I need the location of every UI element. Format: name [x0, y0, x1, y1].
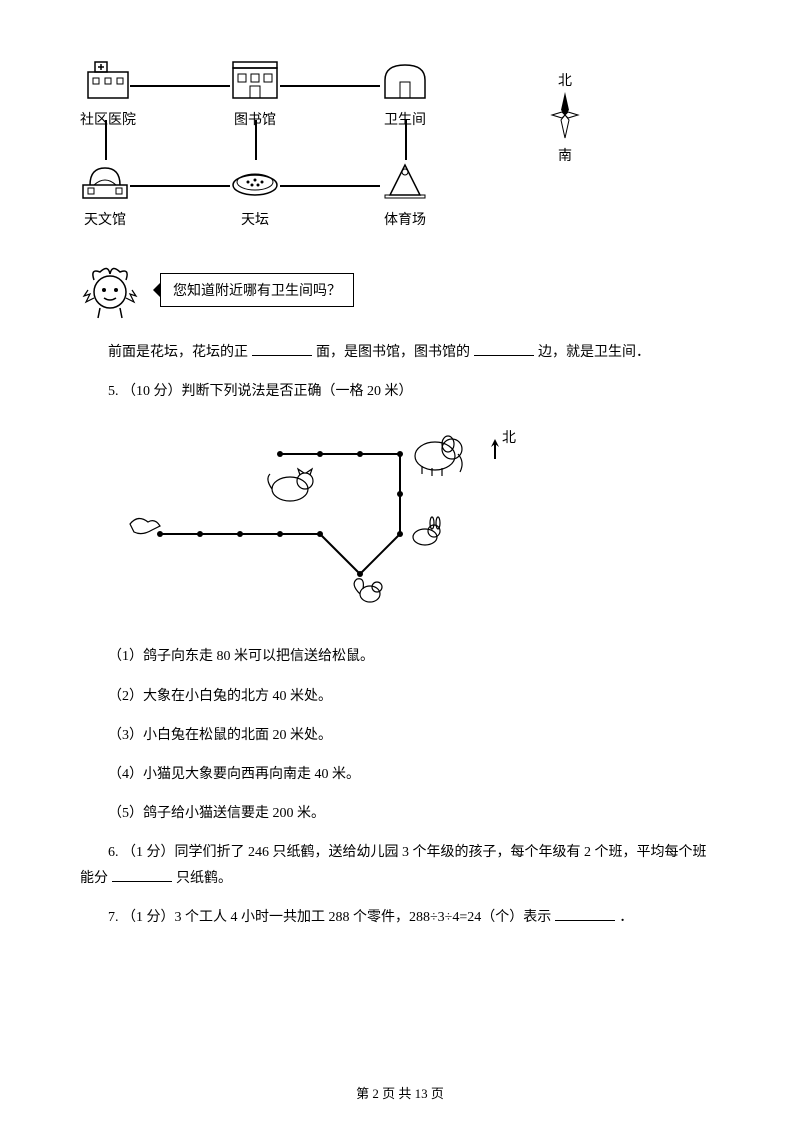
- q7-text: 7. （1 分）3 个工人 4 小时一共加工 288 个零件，288÷3÷4=2…: [80, 905, 720, 930]
- q6-text: 6. （1 分）同学们折了 246 只纸鹤，送给幼儿园 3 个年级的孩子，每个年…: [80, 840, 720, 890]
- map-line: [130, 185, 230, 187]
- hospital-icon: [83, 60, 133, 100]
- speech-bubble: 您知道附近哪有卫生间吗？: [160, 273, 354, 307]
- cat-icon: [268, 469, 313, 501]
- q5-item-1: （1）鸽子向东走 80 米可以把信送给松鼠。: [108, 644, 720, 669]
- girl-icon: [80, 260, 140, 320]
- building-library: 图书馆: [230, 60, 280, 129]
- page-footer: 第 2 页 共 13 页: [0, 1083, 800, 1102]
- planetarium-label: 天文馆: [80, 209, 130, 229]
- temple-icon: [230, 160, 280, 200]
- dove-icon: [130, 519, 160, 534]
- building-planetarium: 天文馆: [80, 160, 130, 229]
- map-line: [255, 120, 257, 160]
- squirrel-icon: [354, 579, 382, 602]
- map-line: [405, 120, 407, 160]
- rabbit-icon: [413, 517, 440, 545]
- compass: 北 南: [550, 70, 580, 165]
- q5-item-5: （5）鸽子给小猫送信要走 200 米。: [108, 801, 720, 826]
- building-toilet: 卫生间: [380, 60, 430, 129]
- blank: [555, 920, 615, 921]
- blank: [474, 355, 534, 356]
- toilet-icon: [380, 60, 430, 100]
- q4-text: 前面是花坛，花坛的正面，是图书馆，图书馆的边，就是卫生间．: [80, 340, 720, 365]
- blank: [252, 355, 312, 356]
- compass-south: 南: [550, 145, 580, 165]
- compass-icon: [550, 90, 580, 140]
- building-stadium: 体育场: [380, 160, 430, 229]
- compass-north: 北: [550, 70, 580, 90]
- north-arrow-icon: [491, 439, 499, 459]
- q5-header: 5. （10 分）判断下列说法是否正确（一格 20 米）: [80, 379, 720, 404]
- map-line: [105, 120, 107, 160]
- q5-item-3: （3）小白兔在松鼠的北面 20 米处。: [108, 723, 720, 748]
- map-line: [280, 85, 380, 87]
- q5-item-4: （4）小猫见大象要向西再向南走 40 米。: [108, 762, 720, 787]
- library-icon: [230, 60, 280, 100]
- stadium-icon: [380, 160, 430, 200]
- q5-item-2: （2）大象在小白兔的北方 40 米处。: [108, 684, 720, 709]
- building-temple: 天坛: [230, 160, 280, 229]
- hospital-label: 社区医院: [80, 109, 136, 129]
- grid-diagram: 北: [120, 424, 540, 624]
- map-line: [130, 85, 230, 87]
- girl-bubble-row: 您知道附近哪有卫生间吗？: [80, 260, 720, 320]
- stadium-label: 体育场: [380, 209, 430, 229]
- bubble-text: 您知道附近哪有卫生间吗？: [173, 284, 341, 299]
- map-line: [280, 185, 380, 187]
- planetarium-icon: [80, 160, 130, 200]
- blank: [112, 881, 172, 882]
- elephant-icon: [415, 436, 462, 476]
- temple-label: 天坛: [230, 209, 280, 229]
- map-diagram: 社区医院 图书馆 卫生间 天文馆: [80, 60, 580, 240]
- north-label: 北: [502, 430, 516, 446]
- building-hospital: 社区医院: [80, 60, 136, 129]
